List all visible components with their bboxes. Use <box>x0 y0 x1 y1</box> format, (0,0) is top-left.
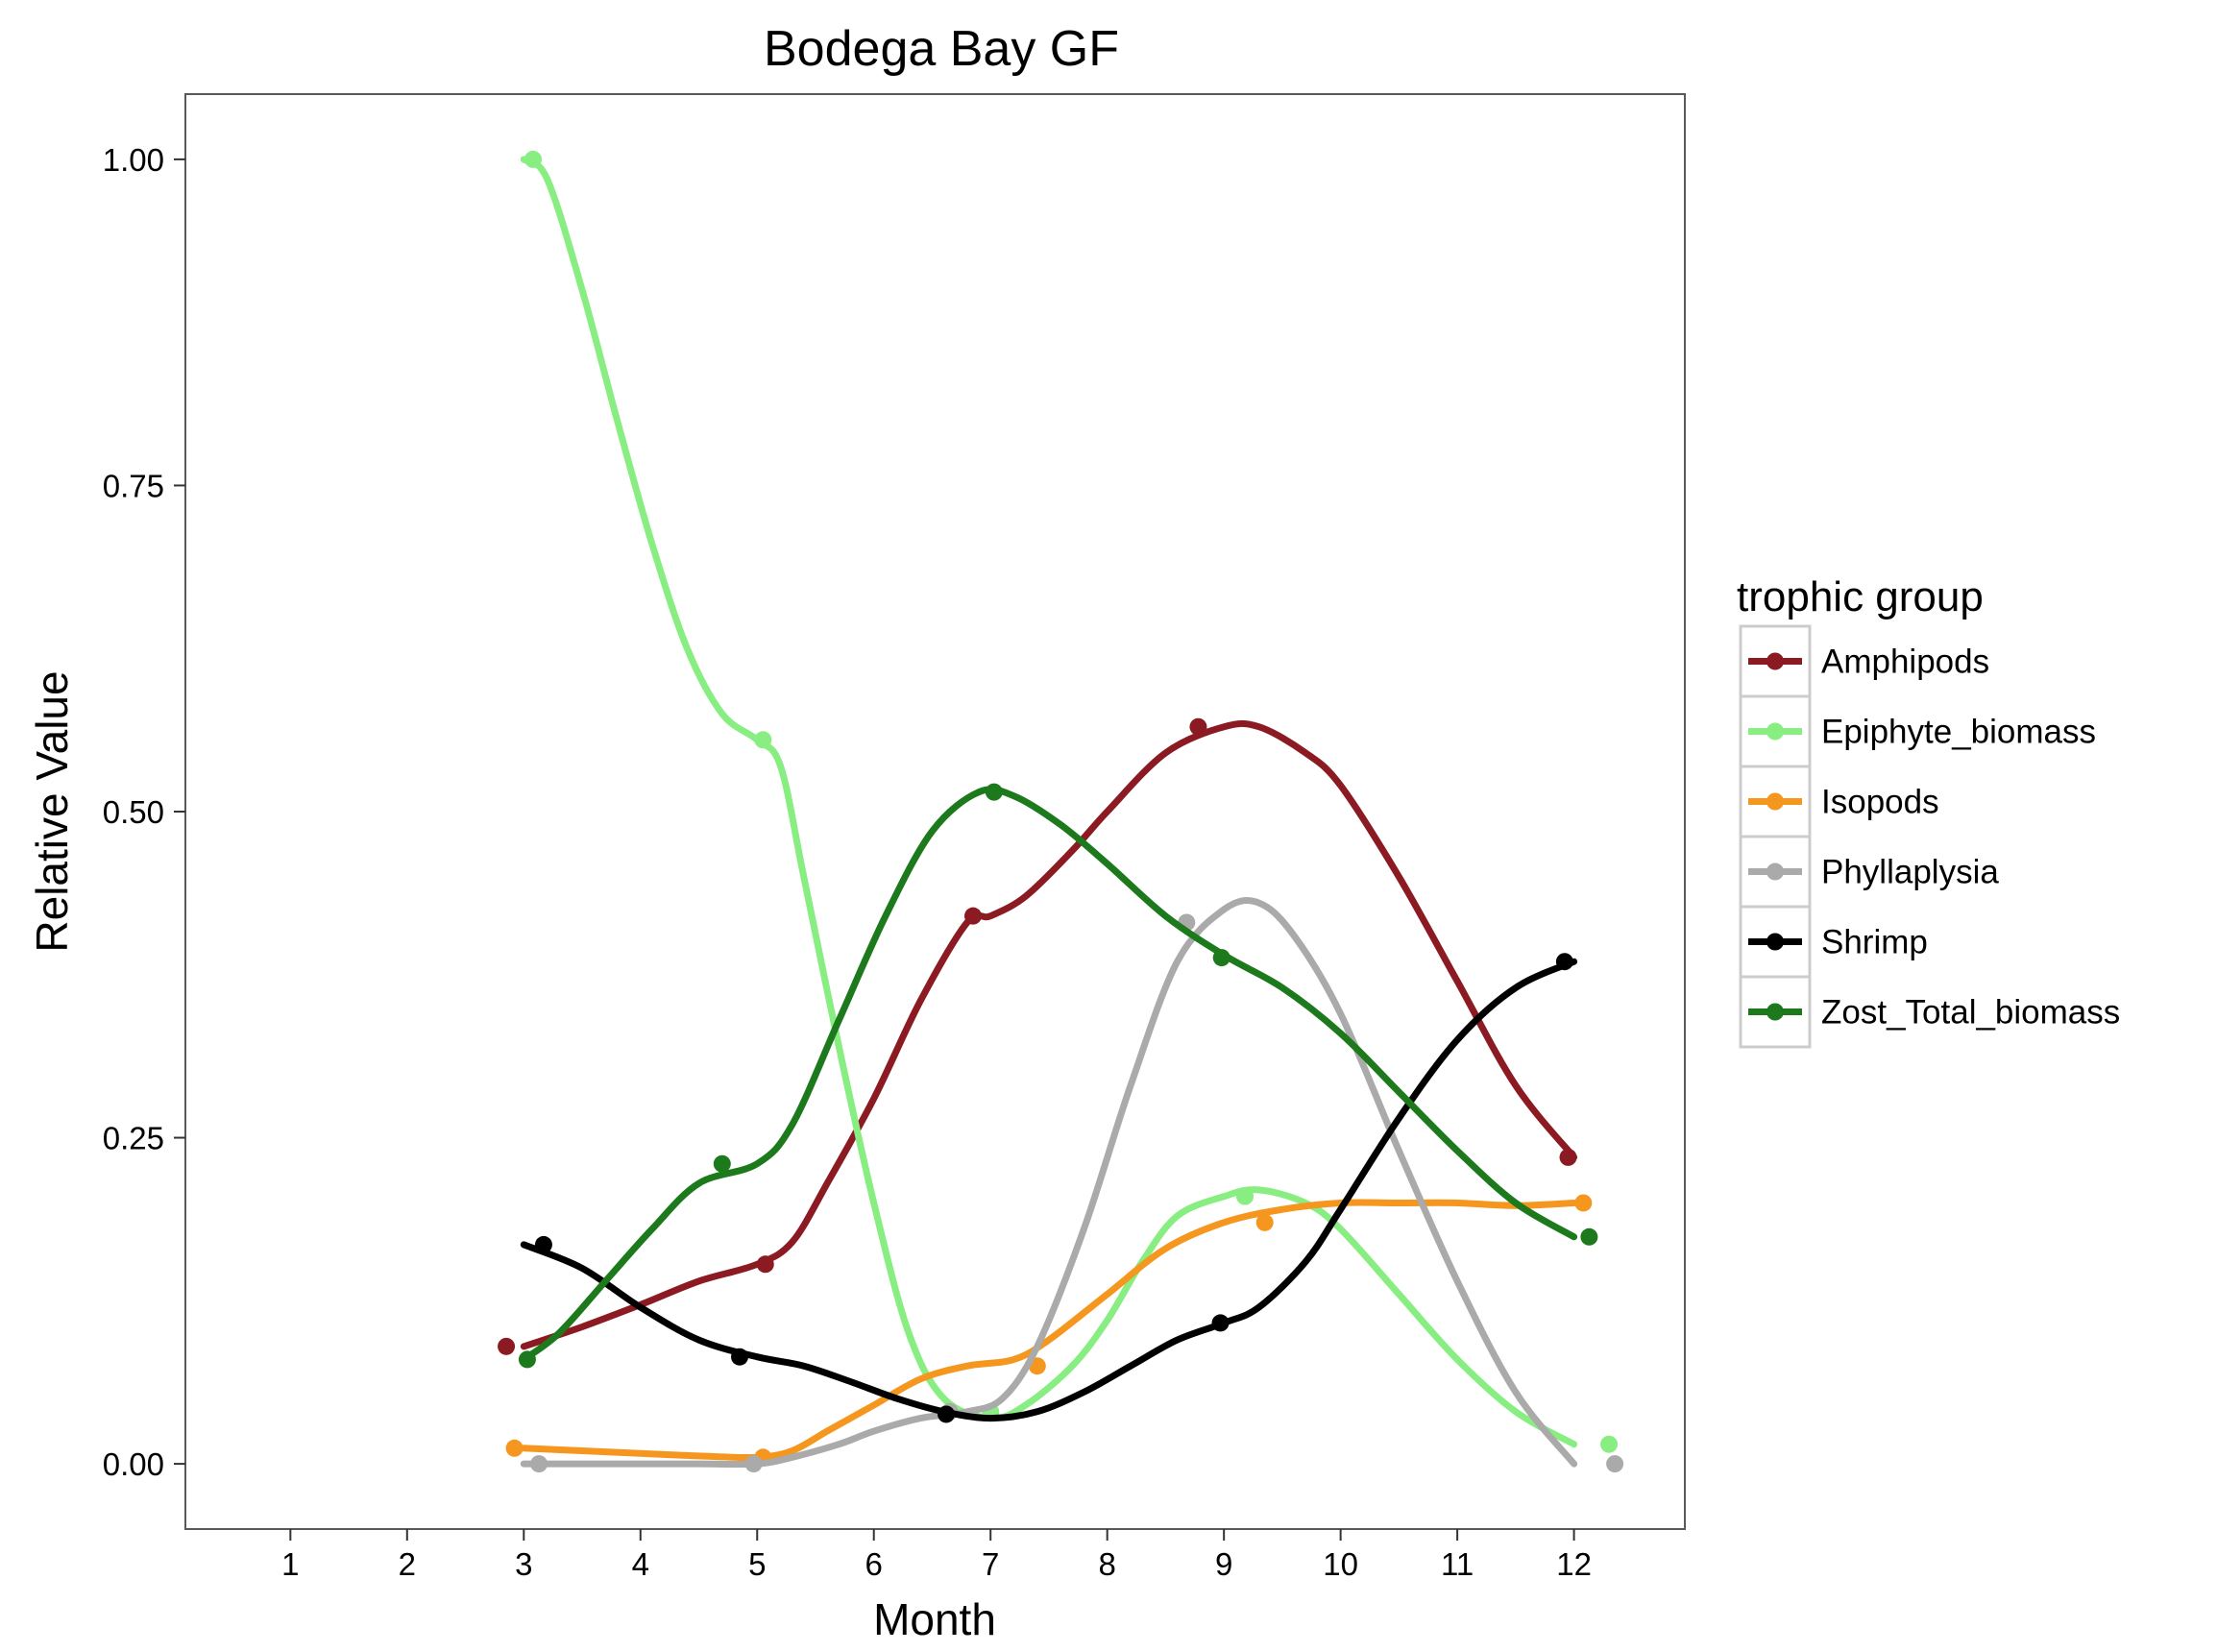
x-tick-label: 5 <box>748 1546 766 1582</box>
legend-item: Epiphyte_biomass <box>1739 694 2096 768</box>
data-point <box>1574 1194 1593 1212</box>
legend-key-point <box>1766 933 1784 951</box>
y-tick-label: 0.25 <box>103 1121 164 1156</box>
x-tick-label: 1 <box>281 1546 299 1582</box>
x-tick-label: 4 <box>632 1546 649 1582</box>
data-point <box>1555 953 1573 971</box>
legend-item: Shrimp <box>1739 905 1928 979</box>
y-tick-label: 1.00 <box>103 142 164 178</box>
series-line <box>520 1199 1578 1462</box>
x-axis: 1 2 3 4 5 6 7 8 9 10 11 12 <box>281 1529 1592 1582</box>
legend-key-point <box>1766 1003 1784 1021</box>
data-point <box>1236 1187 1255 1205</box>
series-line <box>520 156 1578 1448</box>
data-point <box>1559 1148 1577 1166</box>
data-point <box>498 1337 516 1355</box>
plot-panel <box>184 93 1686 1530</box>
legend-label: Shrimp <box>1821 924 1928 961</box>
data-point <box>744 1455 763 1473</box>
legend-key-point <box>1766 862 1784 881</box>
data-point <box>505 1439 524 1457</box>
x-tick-label: 12 <box>1556 1546 1592 1582</box>
series-shrimp <box>520 953 1578 1423</box>
legend-label: Epiphyte_biomass <box>1821 714 2096 751</box>
legend-key-point <box>1766 652 1784 670</box>
chart-title: Bodega Bay GF <box>764 21 1119 77</box>
x-tick-label: 6 <box>865 1546 883 1582</box>
y-axis: 0.00 0.25 0.50 0.75 1.00 <box>103 142 185 1482</box>
data-point <box>524 150 543 168</box>
data-point <box>518 1350 536 1369</box>
data-point <box>1255 1213 1274 1231</box>
legend-key-point <box>1766 722 1784 741</box>
legend-label: Isopods <box>1821 784 1939 821</box>
x-tick-label: 9 <box>1215 1546 1232 1582</box>
data-point <box>534 1235 552 1253</box>
data-point <box>1580 1227 1598 1246</box>
data-point <box>938 1405 956 1423</box>
series-amphipods <box>498 717 1578 1355</box>
data-point <box>731 1348 749 1366</box>
legend-label: Amphipods <box>1821 644 1989 681</box>
x-tick-label: 2 <box>399 1546 416 1582</box>
data-point <box>713 1154 731 1173</box>
x-tick-label: 10 <box>1323 1546 1358 1582</box>
series-line <box>520 958 1578 1422</box>
y-tick-label: 0.00 <box>103 1446 164 1482</box>
data-point <box>530 1455 548 1473</box>
data-point <box>1606 1455 1624 1473</box>
legend-key-point <box>1766 792 1784 811</box>
series-line <box>520 897 1578 1469</box>
y-tick-label: 0.75 <box>103 468 164 503</box>
legend-label: Phyllaplysia <box>1821 854 1999 891</box>
series-line <box>520 719 1578 1350</box>
data-point <box>963 907 982 925</box>
legend-item: Phyllaplysia <box>1739 835 1999 909</box>
legend-item: Amphipods <box>1739 624 1989 698</box>
data-point <box>754 731 772 749</box>
x-tick-label: 3 <box>515 1546 532 1582</box>
series-zost-total-biomass <box>518 783 1598 1369</box>
series-layer <box>498 150 1624 1473</box>
legend-title: trophic group <box>1737 573 1984 620</box>
data-point <box>985 783 1003 801</box>
data-point <box>756 1255 774 1274</box>
legend-item: Zost_Total_biomass <box>1739 975 2120 1049</box>
x-axis-title: Month <box>873 1594 996 1644</box>
data-point <box>1212 949 1230 967</box>
legend: trophic group Amphipods Epiphyte_biomass I… <box>1737 573 2120 1049</box>
x-tick-label: 8 <box>1099 1546 1116 1582</box>
x-tick-label: 7 <box>982 1546 999 1582</box>
y-axis-title: Relative Value <box>27 670 77 952</box>
series-epiphyte-biomass <box>520 150 1619 1453</box>
data-point <box>1600 1435 1619 1453</box>
series-isopods <box>505 1194 1593 1467</box>
data-point <box>1189 717 1207 736</box>
data-point <box>1211 1314 1230 1332</box>
y-tick-label: 0.50 <box>103 794 164 830</box>
x-tick-label: 11 <box>1441 1546 1474 1582</box>
legend-label: Zost_Total_biomass <box>1821 994 2120 1032</box>
